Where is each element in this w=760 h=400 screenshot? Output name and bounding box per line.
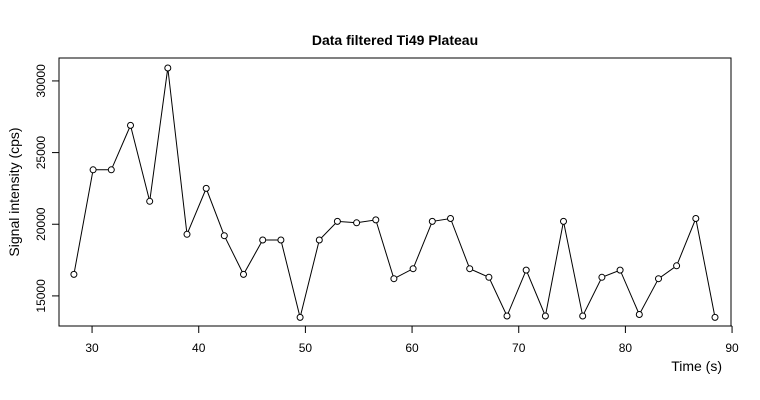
data-point bbox=[485, 273, 493, 281]
x-tick-label: 90 bbox=[725, 341, 739, 355]
y-axis: 15000 20000 25000 30000 bbox=[34, 64, 60, 313]
data-point bbox=[503, 312, 511, 320]
x-tick-label: 60 bbox=[405, 341, 419, 355]
data-point bbox=[70, 270, 78, 278]
x-tick-label: 30 bbox=[85, 341, 99, 355]
data-point bbox=[390, 275, 398, 283]
data-point bbox=[372, 216, 380, 224]
x-tick-label: 40 bbox=[192, 341, 206, 355]
data-point bbox=[259, 236, 267, 244]
data-point bbox=[692, 215, 700, 222]
data-point bbox=[202, 184, 210, 192]
data-point bbox=[107, 166, 115, 174]
data-point bbox=[560, 217, 567, 225]
data-point bbox=[598, 273, 606, 281]
data-point bbox=[146, 197, 154, 205]
data-point bbox=[409, 265, 417, 273]
data-point bbox=[541, 312, 549, 320]
data-point bbox=[579, 312, 587, 320]
data-point bbox=[164, 64, 172, 72]
y-tick-label: 20000 bbox=[34, 207, 48, 241]
data-point bbox=[296, 313, 304, 321]
data-point bbox=[127, 121, 134, 129]
data-point bbox=[616, 266, 624, 274]
x-axis-label: Time (s) bbox=[671, 358, 722, 374]
chart-title: Data filtered Ti49 Plateau bbox=[312, 32, 478, 48]
data-point bbox=[183, 230, 191, 238]
data-point bbox=[89, 166, 97, 174]
y-tick-label: 15000 bbox=[34, 279, 48, 313]
data-point bbox=[522, 266, 530, 274]
data-point bbox=[333, 217, 341, 225]
y-tick-label: 30000 bbox=[34, 64, 48, 98]
data-point bbox=[466, 265, 474, 273]
y-axis-label: Signal intensity (cps) bbox=[6, 127, 22, 256]
x-axis: 30 40 50 60 70 80 90 bbox=[85, 325, 739, 355]
data-point bbox=[277, 236, 285, 244]
data-point bbox=[711, 313, 719, 321]
x-tick-label: 70 bbox=[512, 341, 526, 355]
x-tick-label: 50 bbox=[299, 341, 313, 355]
plot-frame bbox=[58, 57, 732, 327]
data-point bbox=[635, 311, 643, 318]
data-point bbox=[428, 217, 436, 225]
data-point bbox=[353, 219, 361, 227]
data-point bbox=[447, 215, 454, 222]
data-point bbox=[673, 262, 681, 270]
data-point bbox=[315, 236, 323, 244]
data-point bbox=[220, 232, 228, 240]
data-point bbox=[655, 275, 662, 283]
x-tick-label: 80 bbox=[619, 341, 633, 355]
data-points bbox=[70, 64, 719, 321]
data-point bbox=[240, 270, 247, 278]
y-tick-label: 25000 bbox=[34, 136, 48, 170]
